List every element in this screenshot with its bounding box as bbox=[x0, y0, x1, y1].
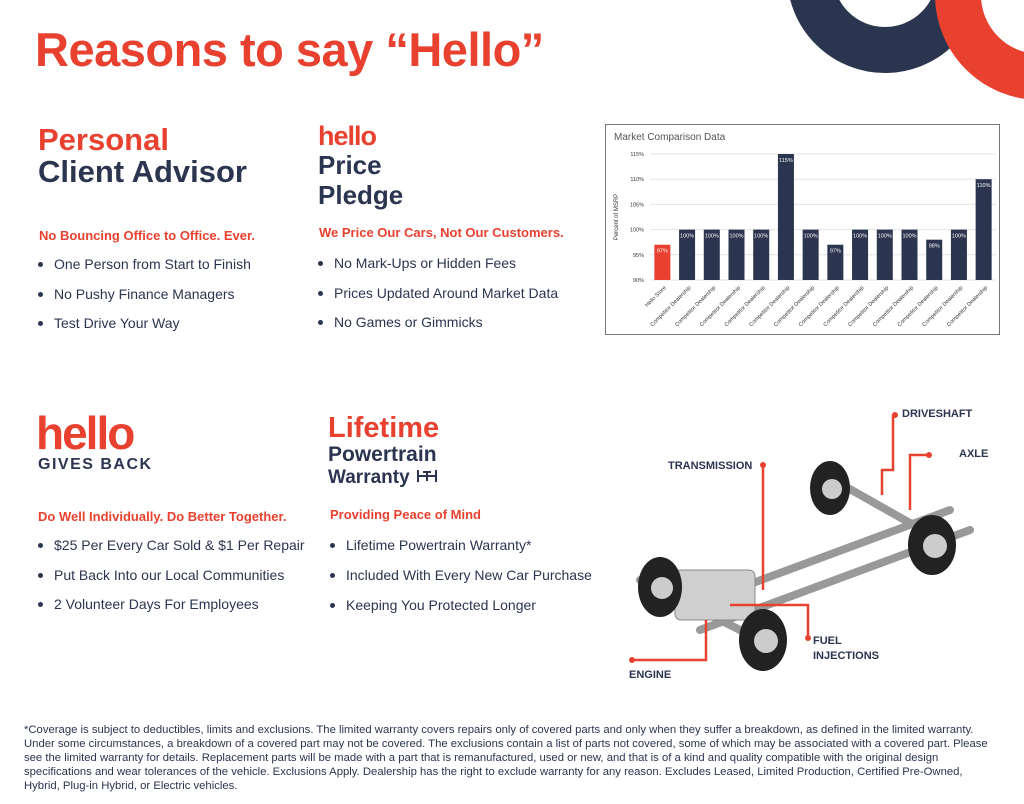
section-client-advisor: Personal Client Advisor bbox=[38, 124, 247, 188]
label-driveshaft: DRIVESHAFT bbox=[902, 408, 973, 420]
data-label: 100% bbox=[754, 234, 768, 240]
heading: Client Advisor bbox=[38, 154, 247, 189]
x-tick-label: Hello Store bbox=[644, 285, 667, 308]
bar bbox=[679, 229, 696, 280]
feature-list: Lifetime Powertrain Warranty* Included W… bbox=[330, 537, 592, 627]
market-comparison-chart: Market Comparison Data 90% 95% 100% 105% 110… bbox=[605, 124, 1000, 335]
data-label: 100% bbox=[878, 234, 892, 240]
y-tick-label: 90% bbox=[633, 278, 644, 284]
list-item: No Games or Gimmicks bbox=[318, 314, 558, 344]
bar bbox=[876, 229, 893, 280]
subtitle: We Price Our Cars, Not Our Customers. bbox=[319, 225, 564, 240]
list-item: $25 Per Every Car Sold & $1 Per Repair bbox=[38, 537, 305, 567]
hello-logo: hello bbox=[36, 407, 135, 459]
data-label: 100% bbox=[680, 234, 694, 240]
label-transmission: TRANSMISSION bbox=[668, 460, 753, 472]
bar bbox=[852, 229, 869, 280]
y-tick-label: 115% bbox=[630, 152, 644, 158]
subtitle: Do Well Individually. Do Better Together… bbox=[38, 509, 287, 524]
bar bbox=[802, 229, 819, 280]
data-label: 97% bbox=[830, 249, 841, 255]
chart-plot: 90% 95% 100% 105% 110% 115% Percent of MSRP 97%… bbox=[614, 152, 996, 328]
chart-title: Market Comparison Data bbox=[614, 132, 726, 143]
list-item: Included With Every New Car Purchase bbox=[330, 567, 592, 597]
label-axle: AXLE bbox=[959, 448, 989, 460]
bar bbox=[975, 179, 992, 280]
list-item: No Pushy Finance Managers bbox=[38, 286, 251, 316]
drivetrain-illustration bbox=[629, 412, 974, 671]
feature-list: One Person from Start to Finish No Pushy… bbox=[38, 256, 251, 345]
data-label: 100% bbox=[853, 234, 867, 240]
heading: Warranty bbox=[328, 467, 410, 488]
gives-back-logo-text: GIVES BACK bbox=[38, 456, 153, 473]
engine-block bbox=[674, 569, 756, 621]
bar bbox=[926, 239, 943, 280]
section-lifetime-warranty: Lifetime Powertrain Warranty bbox=[328, 413, 439, 490]
label-engine: ENGINE bbox=[629, 669, 672, 681]
list-item: Lifetime Powertrain Warranty* bbox=[330, 537, 592, 567]
y-tick-label: 100% bbox=[630, 228, 644, 234]
feature-list: No Mark-Ups or Hidden Fees Prices Update… bbox=[318, 255, 558, 344]
list-item: 2 Volunteer Days For Employees bbox=[38, 596, 305, 626]
list-item: Keeping You Protected Longer bbox=[330, 597, 592, 627]
y-axis-label: Percent of MSRP bbox=[614, 194, 620, 240]
bar bbox=[777, 154, 794, 280]
feature-list: $25 Per Every Car Sold & $1 Per Repair P… bbox=[38, 537, 305, 626]
subtitle: No Bouncing Office to Office. Ever. bbox=[39, 228, 255, 243]
bar bbox=[827, 244, 844, 280]
hello-logo: hello bbox=[318, 121, 377, 151]
bar bbox=[753, 229, 770, 280]
data-label: 100% bbox=[952, 234, 966, 240]
list-item: Put Back Into our Local Communities bbox=[38, 567, 305, 597]
bar bbox=[901, 229, 918, 280]
page-title: Reasons to say “Hello” bbox=[35, 23, 544, 76]
section-price-pledge: hello Price Pledge bbox=[318, 122, 403, 210]
data-label: 110% bbox=[977, 183, 991, 189]
footnote: *Coverage is subject to deductibles, lim… bbox=[24, 724, 988, 792]
heading: Lifetime bbox=[328, 412, 440, 444]
data-label: 97% bbox=[657, 249, 668, 255]
data-label: 100% bbox=[804, 234, 818, 240]
y-tick-label: 95% bbox=[633, 253, 644, 259]
list-item: No Mark-Ups or Hidden Fees bbox=[318, 255, 558, 285]
bar bbox=[654, 244, 671, 280]
list-item: One Person from Start to Finish bbox=[38, 256, 251, 286]
label-injections: INJECTIONS bbox=[813, 650, 880, 662]
y-tick-label: 105% bbox=[630, 202, 644, 208]
bar bbox=[728, 229, 745, 280]
data-label: 100% bbox=[902, 234, 916, 240]
subtitle: Providing Peace of Mind bbox=[330, 507, 481, 522]
label-fuel: FUEL bbox=[813, 635, 842, 647]
y-tick-label: 110% bbox=[630, 177, 644, 183]
data-label: 98% bbox=[929, 244, 940, 250]
data-label: 100% bbox=[729, 234, 743, 240]
data-label: 100% bbox=[705, 234, 719, 240]
drivetrain-icon bbox=[416, 470, 437, 482]
list-item: Test Drive Your Way bbox=[38, 315, 251, 345]
heading: Personal bbox=[38, 122, 169, 157]
bar bbox=[703, 229, 720, 280]
data-label: 115% bbox=[779, 158, 793, 164]
list-item: Prices Updated Around Market Data bbox=[318, 285, 558, 315]
bar bbox=[950, 229, 967, 280]
decorative-circles bbox=[790, 0, 1024, 99]
heading: Powertrain bbox=[328, 443, 437, 466]
section-gives-back: hello GIVES BACK bbox=[36, 410, 153, 474]
heading: Pledge bbox=[318, 180, 404, 210]
heading: Price bbox=[318, 150, 382, 180]
